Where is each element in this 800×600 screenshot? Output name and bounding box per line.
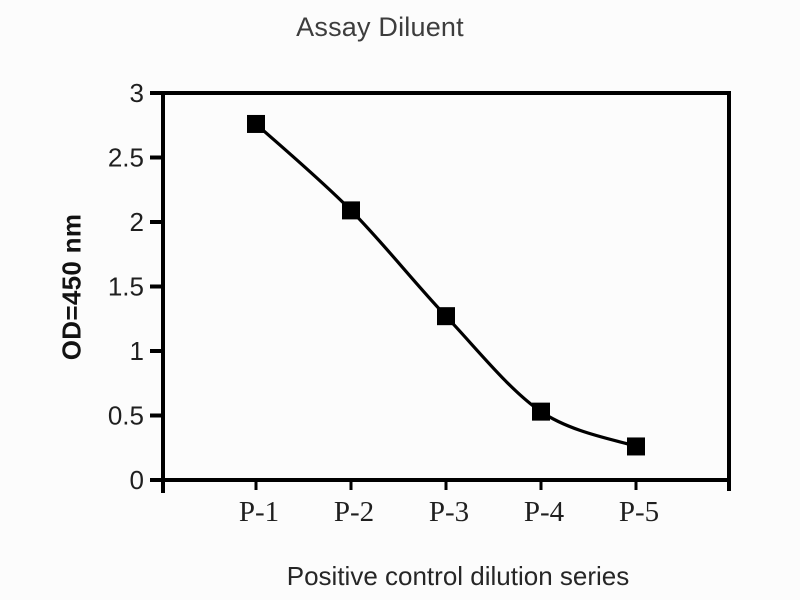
y-tick-label: 2 — [130, 207, 144, 237]
y-tick-label: 0.5 — [108, 401, 144, 431]
y-tick-label: 1.5 — [108, 272, 144, 302]
y-tick-label: 1 — [130, 336, 144, 366]
data-point-marker — [342, 201, 360, 220]
y-tick-label: 3 — [130, 78, 144, 108]
x-tick-label: P-4 — [524, 496, 565, 528]
x-tick-label: P-2 — [334, 496, 374, 528]
y-tick-label: 2.5 — [108, 143, 144, 173]
x-tick-label: P-5 — [619, 496, 659, 528]
data-point-marker — [437, 307, 455, 326]
chart-title: Assay Diluent — [296, 12, 464, 42]
series-line — [254, 122, 637, 448]
plot-border — [161, 91, 731, 482]
data-point-marker — [247, 114, 265, 133]
y-tick-label: 0 — [130, 465, 144, 495]
data-point-marker — [627, 437, 645, 456]
x-tick-label: P-3 — [429, 496, 469, 528]
data-point-marker — [532, 402, 550, 421]
x-tick-label: P-1 — [239, 496, 279, 528]
x-axis-title: Positive control dilution series — [286, 561, 630, 591]
